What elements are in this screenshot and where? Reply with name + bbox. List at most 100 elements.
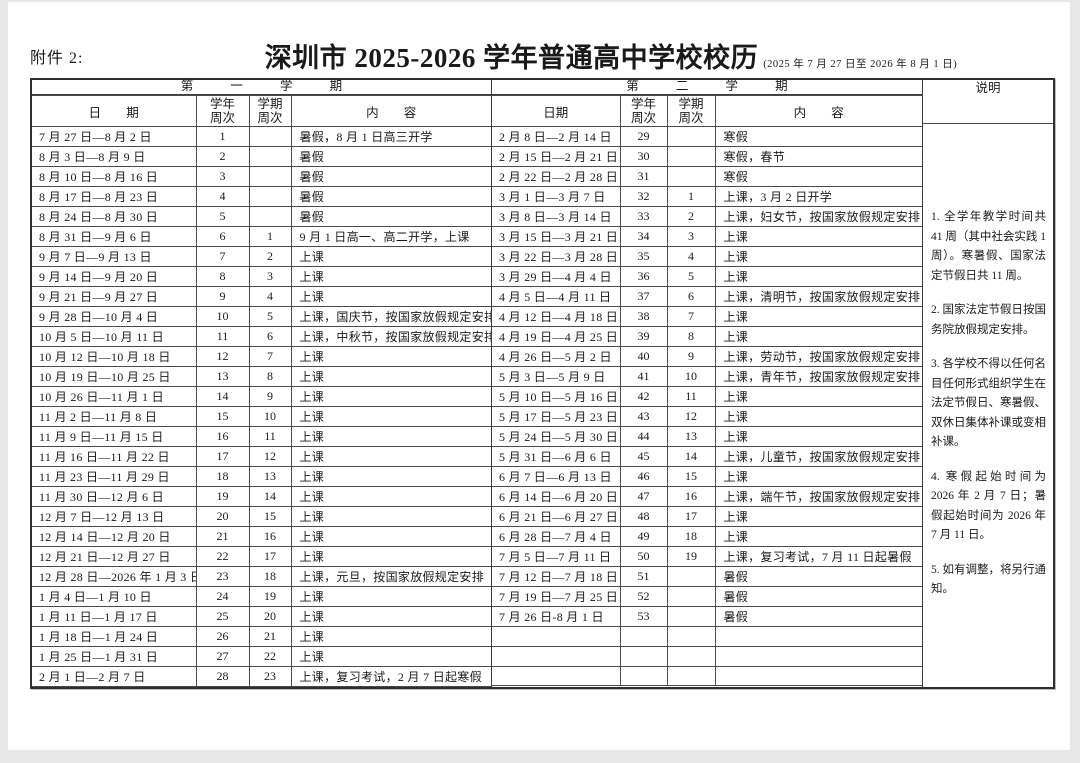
date-cell: 10 月 26 日—11 月 1 日 xyxy=(32,386,197,407)
semester2-header-row: 日期 学年 周次 学期 周次 内 容 xyxy=(492,95,922,127)
date-cell: 8 月 17 日—8 月 23 日 xyxy=(32,186,197,207)
calendar-row: 12 月 21 日—12 月 27 日 22 17 上课 xyxy=(32,546,491,567)
content-cell: 上课 xyxy=(290,426,491,447)
year-week-cell xyxy=(619,626,668,647)
date-cell: 5 月 24 日—5 月 30 日 xyxy=(492,426,621,447)
year-week-cell: 13 xyxy=(195,366,250,387)
term-week-cell: 12 xyxy=(666,406,716,427)
term-week-cell xyxy=(666,166,716,187)
date-cell xyxy=(492,626,621,647)
content-cell: 上课 xyxy=(290,466,491,487)
year-week-cell: 42 xyxy=(619,386,668,407)
content-cell: 上课 xyxy=(290,246,491,267)
year-week-cell: 24 xyxy=(195,586,250,607)
date-cell: 11 月 2 日—11 月 8 日 xyxy=(32,406,197,427)
term-week-cell: 10 xyxy=(666,366,716,387)
year-week-cell: 35 xyxy=(619,246,668,267)
year-week-cell: 7 xyxy=(195,246,250,267)
year-week-cell: 1 xyxy=(195,126,250,147)
year-week-cell: 22 xyxy=(195,546,250,567)
term-week-cell: 9 xyxy=(666,346,716,367)
date-cell: 3 月 8 日—3 月 14 日 xyxy=(492,206,621,227)
content-cell: 上课，元旦，按国家放假规定安排 xyxy=(290,566,491,587)
term-week-cell xyxy=(666,586,716,607)
content-cell: 上课 xyxy=(714,326,922,347)
term-week-cell xyxy=(666,665,716,687)
calendar-row: 12 月 28 日—2026 年 1 月 3 日 23 18 上课，元旦，按国家… xyxy=(32,566,491,587)
term-week-cell: 2 xyxy=(248,246,292,267)
content-cell: 上课，中秋节，按国家放假规定安排 xyxy=(290,326,491,347)
date-cell: 2 月 22 日—2 月 28 日 xyxy=(492,166,621,187)
term-week-cell xyxy=(248,126,292,147)
date-cell: 8 月 10 日—8 月 16 日 xyxy=(32,166,197,187)
calendar-row: 7 月 27 日—8 月 2 日 1 暑假，8 月 1 日高三开学 xyxy=(32,126,491,147)
date-cell: 11 月 16 日—11 月 22 日 xyxy=(32,446,197,467)
date-cell: 7 月 12 日—7 月 18 日 xyxy=(492,566,621,587)
calendar-row: 2 月 15 日—2 月 21 日 30 寒假，春节 xyxy=(492,146,922,167)
calendar-row: 4 月 26 日—5 月 2 日 40 9 上课，劳动节，按国家放假规定安排 xyxy=(492,346,922,367)
term-week-cell xyxy=(248,166,292,187)
calendar-row: 10 月 12 日—10 月 18 日 12 7 上课 xyxy=(32,346,491,367)
date-cell: 6 月 21 日—6 月 27 日 xyxy=(492,506,621,527)
year-week-cell: 10 xyxy=(195,306,250,327)
term-week-cell: 18 xyxy=(248,566,292,587)
calendar-row: 4 月 19 日—4 月 25 日 39 8 上课 xyxy=(492,326,922,347)
term-week-cell xyxy=(666,566,716,587)
calendar-row: 5 月 10 日—5 月 16 日 42 11 上课 xyxy=(492,386,922,407)
content-cell: 暑假 xyxy=(290,146,491,167)
semester1-section: 第 一 学 期 日 期 学年 周次 学期 周次 内 容 7 月 27 日—8 月 xyxy=(32,80,491,687)
date-cell: 6 月 28 日—7 月 4 日 xyxy=(492,526,621,547)
year-week-cell: 39 xyxy=(619,326,668,347)
calendar-row xyxy=(492,645,922,667)
date-cell: 12 月 7 日—12 月 13 日 xyxy=(32,506,197,527)
calendar-row: 8 月 10 日—8 月 16 日 3 暑假 xyxy=(32,166,491,187)
content-cell: 寒假，春节 xyxy=(714,146,922,167)
calendar-row: 5 月 24 日—5 月 30 日 44 13 上课 xyxy=(492,426,922,447)
content-cell: 暑假 xyxy=(290,166,491,187)
date-cell: 12 月 28 日—2026 年 1 月 3 日 xyxy=(32,566,197,587)
year-week-cell xyxy=(619,645,668,667)
year-week-cell: 41 xyxy=(619,366,668,387)
term-week-cell: 13 xyxy=(666,426,716,447)
content-cell: 上课 xyxy=(290,446,491,467)
content-cell: 上课 xyxy=(290,406,491,427)
date-cell: 10 月 5 日—10 月 11 日 xyxy=(32,326,197,347)
content-cell: 寒假 xyxy=(714,126,922,147)
term-week-cell xyxy=(248,146,292,167)
calendar-row: 3 月 1 日—3 月 7 日 32 1 上课，3 月 2 日开学 xyxy=(492,186,922,207)
calendar-row xyxy=(492,665,922,687)
term-week-cell: 14 xyxy=(248,486,292,507)
calendar-row: 12 月 7 日—12 月 13 日 20 15 上课 xyxy=(32,506,491,527)
date-cell: 8 月 31 日—9 月 6 日 xyxy=(32,226,197,247)
term-week-cell xyxy=(248,206,292,227)
date-cell: 3 月 1 日—3 月 7 日 xyxy=(492,186,621,207)
year-week-cell: 28 xyxy=(195,666,250,687)
calendar-row: 5 月 17 日—5 月 23 日 43 12 上课 xyxy=(492,406,922,427)
calendar-row: 8 月 31 日—9 月 6 日 6 1 9 月 1 日高一、高二开学，上课 xyxy=(32,226,491,247)
term-week-cell xyxy=(666,126,716,147)
term-week-cell: 8 xyxy=(248,366,292,387)
year-week-cell: 5 xyxy=(195,206,250,227)
calendar-row: 11 月 9 日—11 月 15 日 16 11 上课 xyxy=(32,426,491,447)
calendar-row: 9 月 7 日—9 月 13 日 7 2 上课 xyxy=(32,246,491,267)
term-week-cell: 14 xyxy=(666,446,716,467)
content-cell: 上课 xyxy=(714,406,922,427)
content-cell: 上课 xyxy=(290,386,491,407)
year-week-cell: 2 xyxy=(195,146,250,167)
year-week-cell: 25 xyxy=(195,606,250,627)
term-week-cell xyxy=(666,626,716,647)
content-cell: 上课 xyxy=(290,546,491,567)
year-week-cell: 6 xyxy=(195,226,250,247)
semester1-grid: 日 期 学年 周次 学期 周次 内 容 7 月 27 日—8 月 2 日 1 暑… xyxy=(32,95,491,687)
content-cell: 上课，清明节，按国家放假规定安排 xyxy=(714,286,922,307)
year-week-cell: 40 xyxy=(619,346,668,367)
calendar-row: 11 月 2 日—11 月 8 日 15 10 上课 xyxy=(32,406,491,427)
note-item: 4. 寒假起始时间为 2026 年 2 月 7 日；暑假起始时间为 2026 年… xyxy=(931,470,1046,542)
year-week-cell: 31 xyxy=(619,166,668,187)
term-week-cell xyxy=(666,606,716,627)
content-cell: 寒假 xyxy=(714,166,922,187)
calendar-row: 10 月 5 日—10 月 11 日 11 6 上课，中秋节，按国家放假规定安排 xyxy=(32,326,491,347)
term-week-cell: 3 xyxy=(666,226,716,247)
calendar-row: 2 月 1 日—2 月 7 日 28 23 上课，复习考试，2 月 7 日起寒假 xyxy=(32,666,491,687)
date-column-header: 日期 xyxy=(492,95,621,127)
